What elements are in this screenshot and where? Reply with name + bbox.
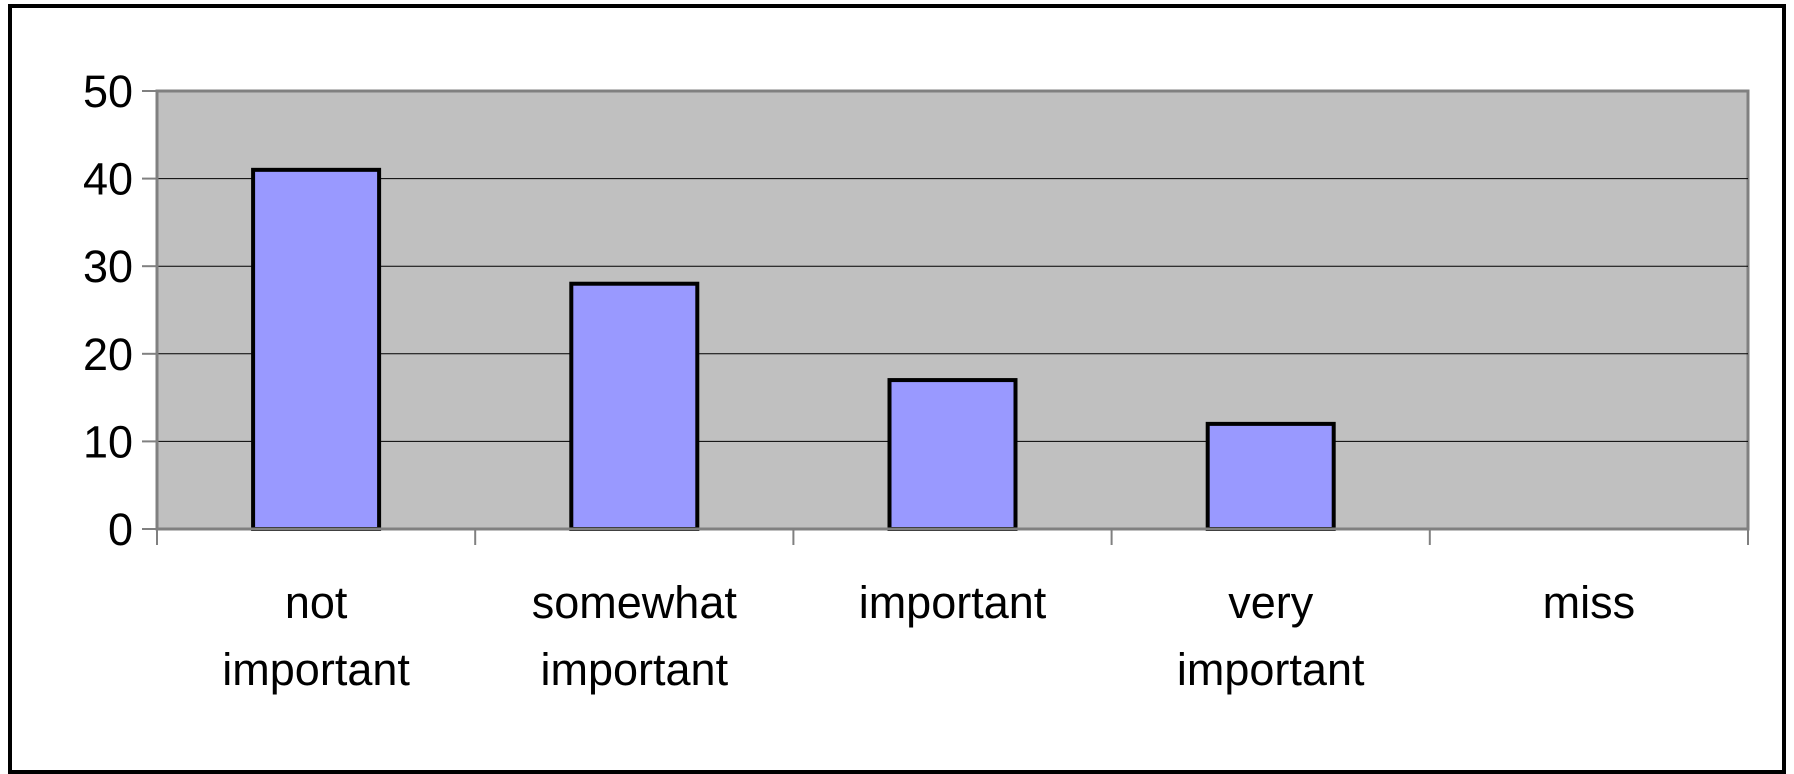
x-category-label-line: miss bbox=[1543, 577, 1635, 628]
y-tick-label: 40 bbox=[83, 154, 133, 205]
x-category-label: very important bbox=[1177, 577, 1365, 695]
x-category-label: important bbox=[859, 577, 1047, 628]
x-category-label-line: somewhat bbox=[532, 577, 738, 628]
bar bbox=[251, 167, 382, 531]
y-tick-label: 0 bbox=[108, 504, 133, 555]
x-category-label-line: important bbox=[859, 577, 1047, 628]
x-category-label-line: very bbox=[1228, 577, 1314, 628]
x-category-label: not important bbox=[222, 577, 410, 695]
x-category-label: miss bbox=[1543, 577, 1635, 628]
y-axis-ticks: 0 10 20 30 40 50 bbox=[83, 66, 133, 555]
bar bbox=[569, 281, 700, 531]
y-tick-label: 10 bbox=[83, 416, 133, 467]
axes bbox=[142, 90, 1749, 545]
bar bbox=[1205, 421, 1336, 532]
bar bbox=[887, 378, 1018, 531]
y-tick-label: 50 bbox=[83, 66, 133, 117]
bars bbox=[251, 167, 1336, 532]
x-category-label-line: important bbox=[222, 644, 410, 695]
x-category-label-line: not bbox=[285, 577, 348, 628]
y-tick-label: 30 bbox=[83, 241, 133, 292]
x-category-label: somewhat important bbox=[532, 577, 738, 695]
x-category-label-line: important bbox=[541, 644, 729, 695]
y-tick-label: 20 bbox=[83, 329, 133, 380]
x-category-label-line: important bbox=[1177, 644, 1365, 695]
